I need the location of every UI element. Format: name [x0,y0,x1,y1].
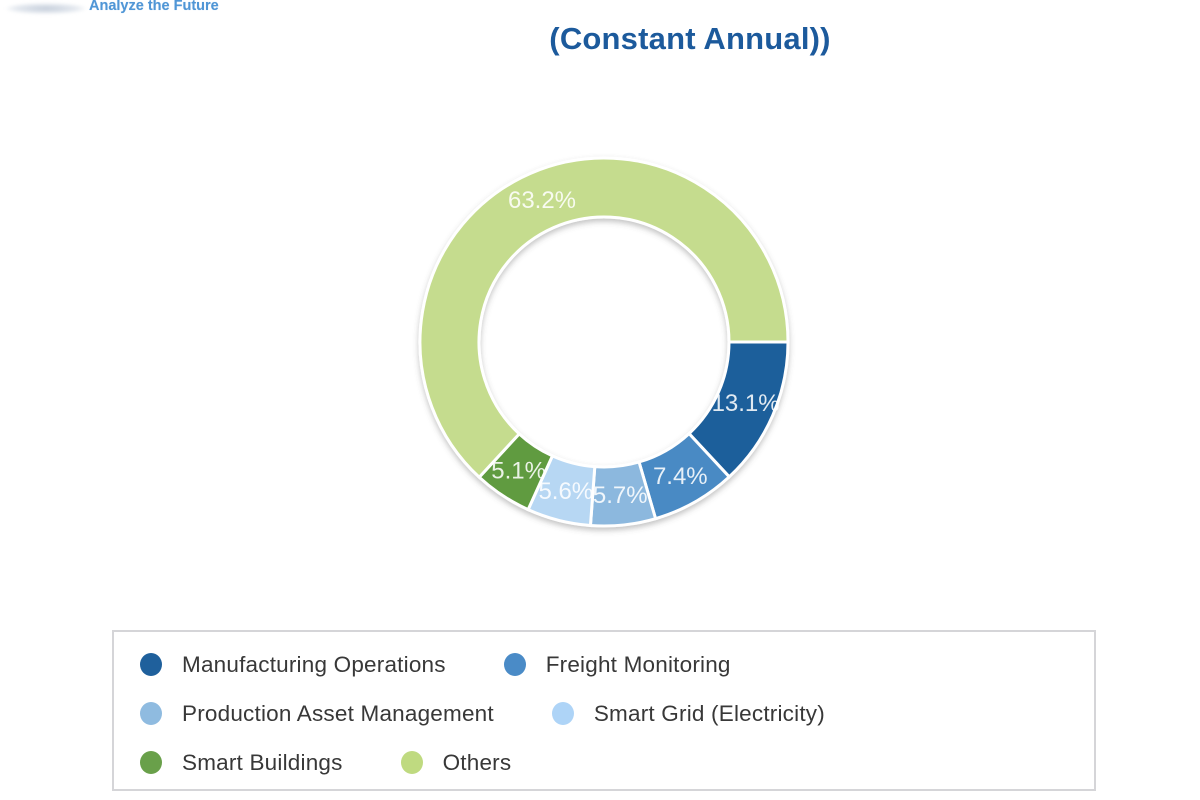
chart-legend: Manufacturing Operations Freight Monitori… [112,630,1096,791]
slice-label: 13.1% [712,390,780,417]
legend-row: Production Asset Management Smart Grid (E… [140,689,1084,738]
legend-label: Manufacturing Operations [182,651,446,677]
legend-item-others: Others [400,749,512,776]
legend-label: Smart Grid (Electricity) [593,700,825,726]
legend-row: Smart Buildings Others [140,738,1084,787]
legend-item-smart-grid-electricity-: Smart Grid (Electricity) [551,700,825,727]
chart-title: (Constant Annual)) [549,20,831,56]
logo-tagline: Analyze the Future [89,0,219,14]
legend-label: Production Asset Management [182,700,494,726]
slice-label: 63.2% [508,187,576,214]
slice-label: 5.6% [538,478,593,505]
legend-marker-icon [140,751,162,774]
legend-item-production-asset-management: Production Asset Management [140,701,494,727]
pie-slice-others [418,156,790,480]
legend-label: Freight Monitoring [545,651,731,677]
legend-row: Manufacturing Operations Freight Monitori… [140,640,1084,689]
legend-item-freight-monitoring: Freight Monitoring [503,651,731,678]
legend-marker-icon [551,702,574,725]
legend-item-manufacturing-operations: Manufacturing Operations [140,652,446,678]
legend-label: Others [442,749,512,775]
donut-svg: 13.1% 7.4%5.7%5.6%5.1% 63.2% [418,156,790,528]
slice-label: 5.1% [491,457,546,484]
legend-marker-icon [400,751,423,774]
legend-marker-icon [140,702,162,725]
idc-logo-icon [6,3,86,14]
legend-item-smart-buildings: Smart Buildings [140,750,343,776]
slice-label: 5.7% [593,482,648,509]
legend-marker-icon [140,653,162,676]
legend-marker-icon [503,653,526,676]
donut-chart: 13.1% 7.4% 5.7% 5.6% 5.1% 63.2% [394,132,814,552]
legend-label: Smart Buildings [182,749,343,775]
slice-label: 7.4% [653,463,708,490]
